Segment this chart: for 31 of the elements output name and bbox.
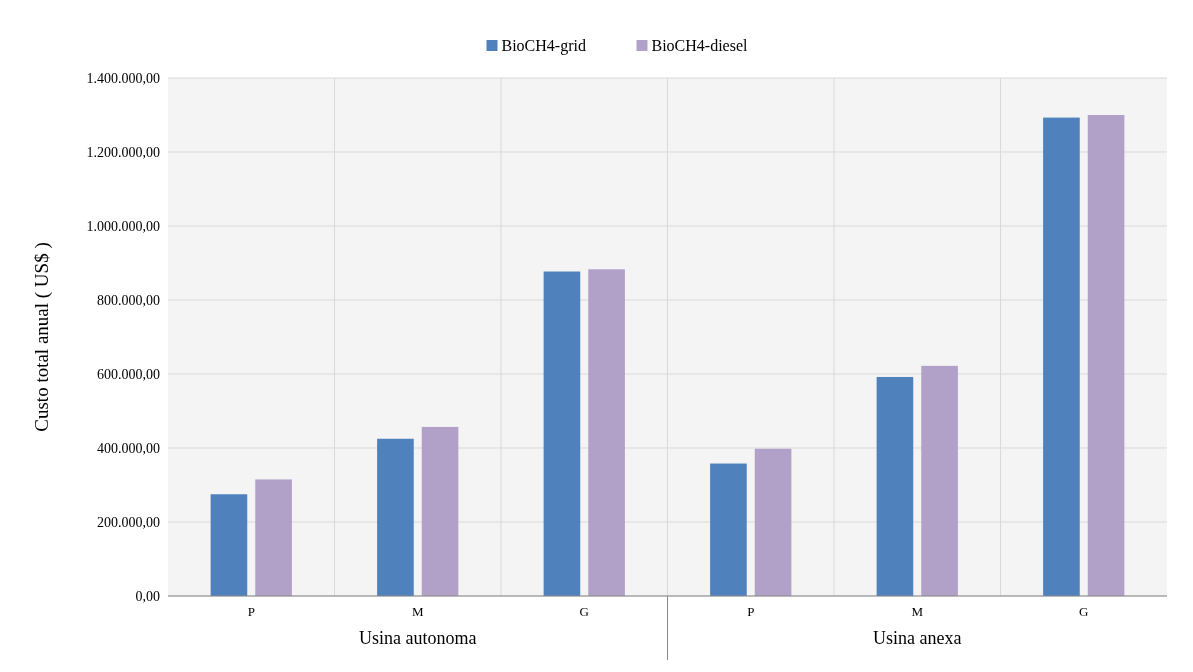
y-tick-label: 1.000.000,00 xyxy=(86,218,160,234)
x-tick-label: M xyxy=(411,604,424,619)
y-tick-label: 400.000,00 xyxy=(97,440,160,456)
text: Usina autonoma xyxy=(359,628,477,648)
bar xyxy=(1043,117,1080,596)
y-tick-label: 800.000,00 xyxy=(97,292,160,308)
x-tick-label: P xyxy=(747,604,755,619)
bar xyxy=(210,494,248,596)
y-tick-label: 0,00 xyxy=(135,588,160,604)
bar xyxy=(255,479,292,596)
y-tick-label: 1.400.000,00 xyxy=(86,70,160,86)
bar xyxy=(543,271,581,596)
y-tick-label: 1.200.000,00 xyxy=(86,144,160,160)
bar xyxy=(377,438,414,596)
y-tick-label: 600.000,00 xyxy=(97,366,160,382)
bar xyxy=(710,463,747,596)
bar xyxy=(754,448,792,596)
x-tick-label: G xyxy=(1079,604,1089,619)
x-tick-label: G xyxy=(579,604,589,619)
bar xyxy=(1087,115,1125,596)
legend-label: BioCH4-grid xyxy=(501,37,586,55)
text: Usina anexa xyxy=(873,628,962,648)
x-tick-label: M xyxy=(911,604,924,619)
bar xyxy=(421,426,459,596)
bar xyxy=(921,365,958,596)
bar xyxy=(588,269,625,596)
y-axis-title: Custo total anual ( US$ ) xyxy=(31,242,53,432)
bar xyxy=(876,376,914,596)
x-tick-label: P xyxy=(247,604,255,619)
y-tick-label: 200.000,00 xyxy=(97,514,160,530)
legend-label: BioCH4-diesel xyxy=(651,37,749,54)
